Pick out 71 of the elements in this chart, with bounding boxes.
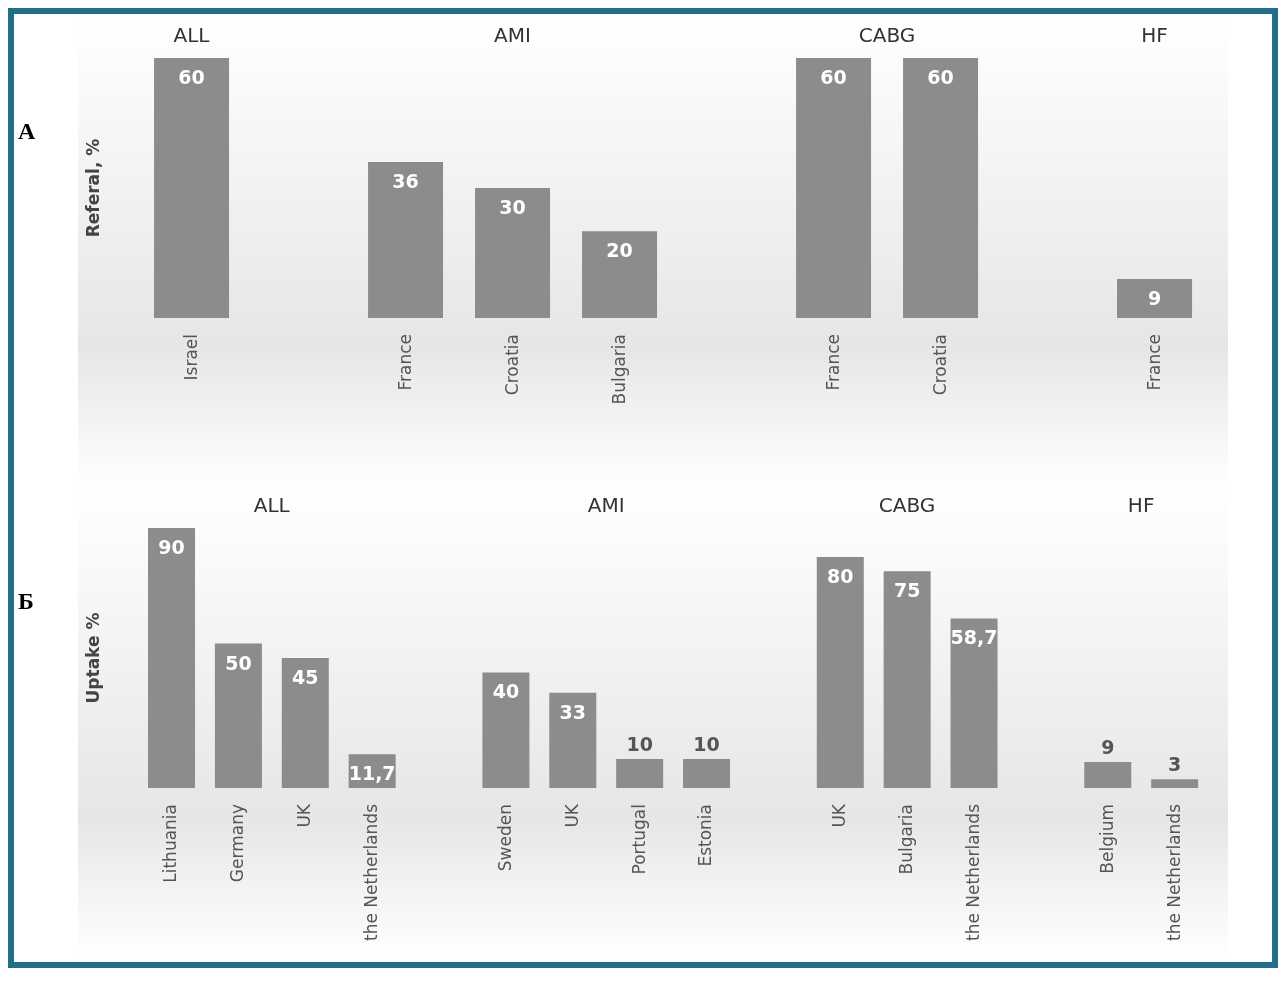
data-label: 50 (225, 651, 252, 674)
x-tick-label: Bulgaria (896, 804, 917, 875)
y-axis-title: Uptake % (83, 612, 104, 704)
bar (154, 58, 230, 318)
x-tick-label: Croatia (929, 334, 950, 396)
data-label: 60 (927, 66, 954, 88)
data-label: 40 (492, 680, 520, 703)
data-label: 10 (693, 733, 720, 756)
x-tick-label: Portugal (628, 804, 649, 875)
text: CABG (878, 493, 936, 517)
x-tick-label: Croatia (501, 334, 522, 396)
data-label: 80 (827, 564, 854, 587)
x-tick-label: Israel (180, 334, 201, 381)
bar (1117, 279, 1193, 318)
x-tick-label: France (394, 334, 415, 391)
data-label: 30 (499, 196, 526, 218)
data-label: 11,7 (348, 762, 396, 785)
x-tick-label: Germany (227, 804, 248, 883)
data-label: 75 (893, 579, 921, 602)
x-tick-label: the Netherlands (361, 803, 382, 941)
bar (148, 528, 196, 788)
data-label: 9 (1101, 736, 1115, 758)
bar (883, 571, 931, 788)
text: HF (1127, 493, 1155, 517)
bar (482, 672, 530, 788)
x-tick-label: Bulgaria (608, 334, 629, 405)
data-label: 90 (158, 536, 185, 558)
bar (950, 618, 998, 788)
text: HF (1141, 23, 1168, 47)
text: Б (18, 588, 34, 615)
data-label: 60 (178, 66, 205, 88)
data-label: 60 (820, 66, 847, 88)
text: AMI (587, 493, 625, 517)
text: AMI (494, 23, 531, 47)
data-label: 45 (292, 666, 319, 688)
x-tick-label: the Netherlands (1163, 803, 1184, 941)
text: А (18, 118, 36, 145)
x-tick-label: UK (561, 803, 582, 828)
bar (475, 188, 551, 318)
data-label: 3 (1168, 753, 1182, 776)
data-label: 10 (626, 733, 653, 756)
text: ALL (173, 23, 211, 47)
bar (816, 556, 864, 788)
x-tick-label: France (822, 334, 843, 391)
data-label: 20 (606, 239, 633, 262)
x-tick-label: France (1143, 334, 1164, 391)
data-label: 36 (392, 170, 419, 192)
x-tick-label: the Netherlands (962, 803, 983, 941)
x-tick-label: Estonia (695, 804, 716, 867)
data-label: 33 (559, 700, 587, 723)
bar (616, 759, 664, 788)
x-tick-label: UK (294, 803, 315, 828)
data-label: 9 (1147, 287, 1162, 309)
text: ALL (253, 493, 291, 517)
bar (214, 643, 262, 788)
x-tick-label: Sweden (494, 804, 515, 872)
x-tick-label: UK (829, 803, 850, 828)
bar (281, 658, 329, 788)
y-axis-title: Referal, % (83, 138, 104, 238)
bar (903, 58, 979, 318)
bar (368, 162, 444, 318)
x-tick-label: Belgium (1096, 804, 1117, 874)
bar (1151, 779, 1199, 788)
x-tick-label: Lithuania (160, 804, 181, 883)
data-label: 58,7 (950, 626, 998, 649)
bar (549, 692, 597, 788)
bar (1084, 762, 1132, 788)
bar (796, 58, 872, 318)
bar (683, 759, 731, 788)
text: CABG (858, 23, 916, 47)
bar (582, 231, 658, 318)
